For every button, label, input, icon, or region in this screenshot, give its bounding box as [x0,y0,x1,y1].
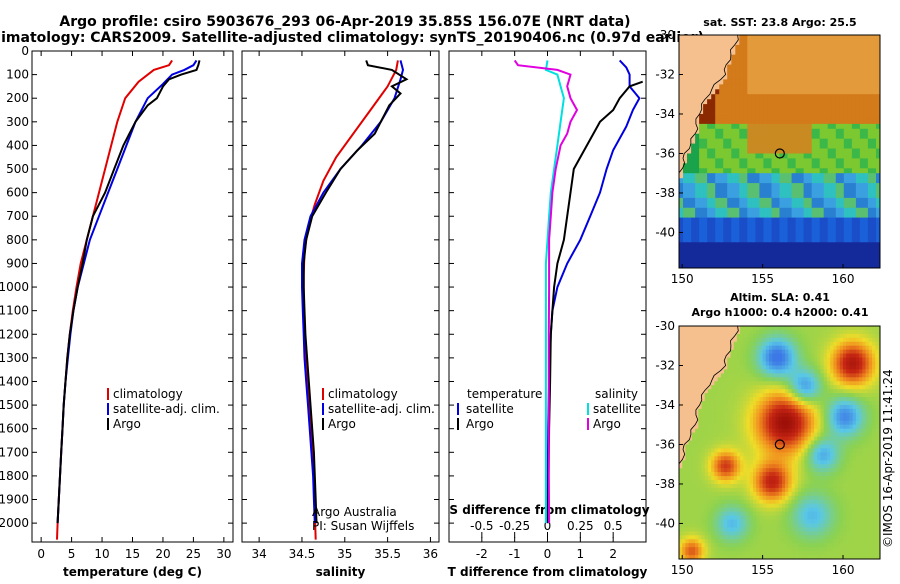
salinity-xtick-label: 34.5 [289,547,316,561]
difference-xtick-label: 0 [544,547,552,561]
sst-lon-label: 150 [671,272,694,286]
sst-lat-label: -34 [655,107,675,121]
difference-xtick-label: 2 [609,547,617,561]
sla-lat-label: -34 [655,398,675,412]
depth-tick-label: 700 [6,209,29,223]
legend-temperature-title: temperature [467,387,542,401]
sst-lat-label: -36 [655,146,675,160]
sdiff-tick-label: 0.5 [604,519,623,533]
temperature-legend-label: climatology [113,387,183,401]
depth-tick-label: 1500 [0,398,29,412]
sst-lon-label: 155 [751,272,774,286]
salinity-xtick-label: 34 [251,547,266,561]
temperature-xtick-label: 15 [125,547,140,561]
sst-lat-label: -30 [655,28,675,42]
difference-xlabel: T difference from climatology [448,565,648,579]
sst-lat-label: -38 [655,186,675,200]
sst-lon-label: 160 [832,272,855,286]
salinity-legend-label: Argo [328,417,356,431]
temperature-xlabel: temperature (deg C) [63,565,202,579]
temperature-legend-label: Argo [113,417,141,431]
salinity-panel: 34 34.5 35 35.5 36 salinity climatologysatelli… [242,51,439,579]
sdiff-tick-label: -0.25 [499,519,530,533]
depth-tick-label: 1200 [0,327,29,341]
depth-tick-label: 500 [6,162,29,176]
temperature-legend-label: satellite-adj. clim. [113,402,220,416]
depth-tick-label: 200 [6,91,29,105]
depth-tick-label: 1300 [0,351,29,365]
temperature-xtick-label: 25 [186,547,201,561]
depth-tick-label: 1800 [0,469,29,483]
salinity-frame [242,51,439,542]
salinity-legend-label: climatology [328,387,398,401]
sla-lon-label: 150 [671,563,694,577]
imos-watermark: ©IMOS 16-Apr-2019 11:41:24 [881,369,895,548]
sla-lon-label: 160 [832,563,855,577]
legend-s-label: Argo [593,417,621,431]
sla-lat-label: -38 [655,477,675,491]
temperature-xtick-label: 20 [155,547,170,561]
sla-lon-label: 155 [751,563,774,577]
legend-t-label: satellite [466,402,514,416]
legend-t-label: Argo [466,417,494,431]
salinity-xtick-label: 35.5 [374,547,401,561]
depth-tick-label: 1900 [0,493,29,507]
sdiff-tick-label: -0.5 [470,519,493,533]
difference-panel: -2 -1 0 1 2 T difference from climatology -0.5… [448,51,650,579]
temperature-xtick-label: 5 [68,547,76,561]
sla-lat-label: -30 [655,319,675,333]
depth-tick-label: 1000 [0,280,29,294]
credit-line1: Argo Australia [312,505,397,519]
sla-map-title-line1: Altim. SLA: 0.41 [730,291,830,304]
depth-tick-label: 1100 [0,304,29,318]
sla-lat-label: -36 [655,437,675,451]
sdiff-tick-label: 0.25 [567,519,594,533]
temperature-xtick-label: 10 [94,547,109,561]
legend-salinity-title: salinity [595,387,638,401]
credit-line2: PI: Susan Wijffels [312,519,414,533]
difference-xtick-label: -1 [509,547,521,561]
sst-map-title: sat. SST: 23.8 Argo: 25.5 [703,16,856,29]
difference-xtick-label: 1 [577,547,585,561]
temperature-xtick-label: 0 [37,547,45,561]
depth-tick-label: 1600 [0,422,29,436]
depth-tick-label: 2000 [0,516,29,530]
temperature-xtick-label: 30 [216,547,231,561]
salinity-legend-label: satellite-adj. clim. [328,402,435,416]
figure-title-line1: Argo profile: csiro 5903676_293 06-Apr-2… [59,14,630,30]
sst-lat-label: -40 [655,225,675,239]
sla-map-title-line2: Argo h1000: 0.4 h2000: 0.41 [691,306,868,319]
depth-tick-label: 100 [6,68,29,82]
depth-tick-label: 600 [6,186,29,200]
depth-tick-label: 900 [6,256,29,270]
salinity-xtick-label: 36 [423,547,438,561]
depth-tick-label: 0 [21,44,29,58]
figure-title-line2: Climatology: CARS2009. Satellite-adjuste… [0,30,704,46]
salinity-xtick-label: 35 [337,547,352,561]
depth-tick-label: 1400 [0,374,29,388]
sla-lat-label: -40 [655,516,675,530]
legend-s-label: satellite [593,402,641,416]
salinity-xlabel: salinity [316,565,366,579]
depth-tick-label: 800 [6,233,29,247]
depth-tick-label: 1700 [0,445,29,459]
depth-tick-label: 300 [6,115,29,129]
temperature-frame [32,51,233,542]
depth-tick-label: 400 [6,138,29,152]
difference-xtick-label: -2 [476,547,488,561]
sla-lat-label: -32 [655,358,675,372]
sst-lat-label: -32 [655,67,675,81]
